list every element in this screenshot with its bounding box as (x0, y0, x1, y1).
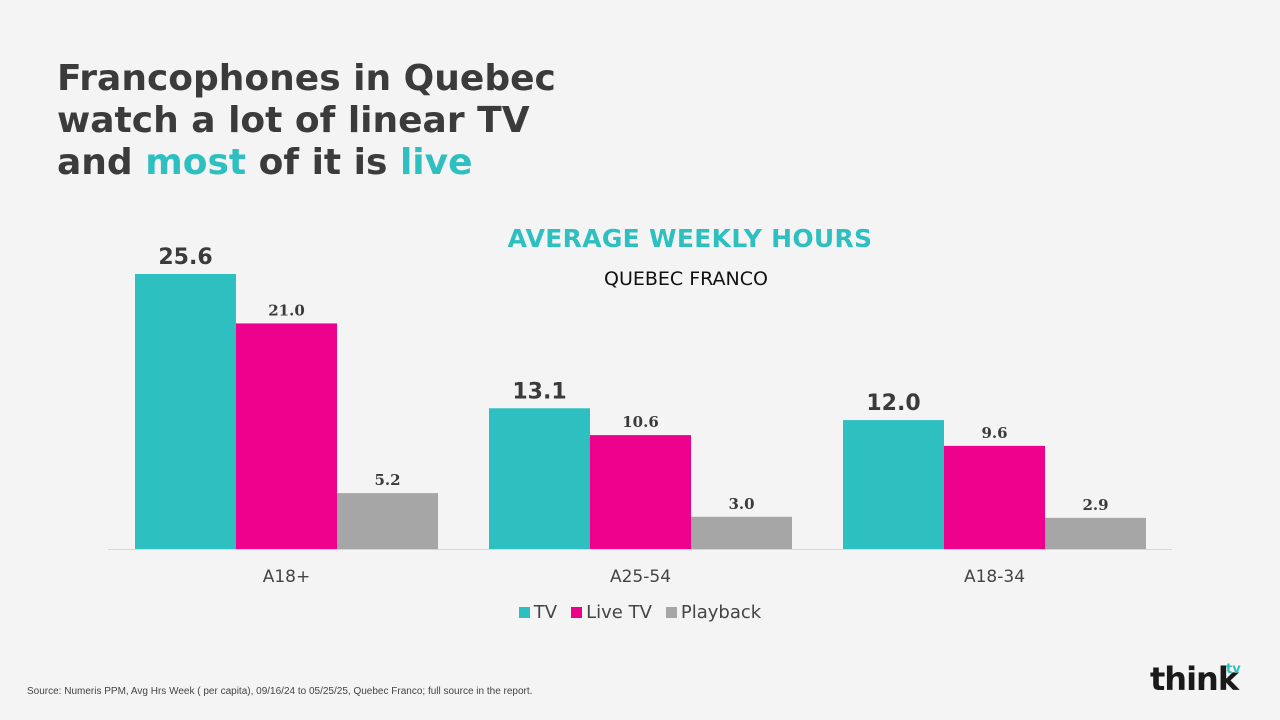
bar-playback-a18-34 (1045, 517, 1146, 549)
bar-live-tv-a18-34 (944, 445, 1045, 549)
data-label-tv-a18-34: 12.0 (866, 391, 920, 416)
bar-live-tv-a25-54 (590, 435, 691, 549)
data-label-playback-a25-54: 3.0 (728, 495, 754, 513)
headline-line-3: and most of it is live (57, 142, 556, 184)
data-label-playback-a18plus: 5.2 (374, 471, 400, 489)
legend-swatch-playback (665, 607, 677, 618)
category-label-a25-54: A25-54 (610, 567, 671, 587)
category-label-a18plus: A18+ (263, 567, 311, 587)
headline-most: most (145, 142, 247, 183)
headline-and: and (57, 142, 146, 183)
headline-line-2: watch a lot of linear TV (57, 100, 530, 141)
data-label-live-tv-a18-34: 9.6 (981, 424, 1007, 442)
legend-label-playback: Playback (680, 602, 762, 623)
headline-live: live (399, 142, 473, 183)
data-label-live-tv-a25-54: 10.6 (622, 413, 659, 431)
legend-swatch-live-tv (571, 607, 583, 618)
data-label-tv-a25-54: 13.1 (512, 379, 566, 404)
headline-of-it-is: of it is (246, 142, 400, 183)
legend-swatch-tv (518, 607, 530, 618)
legend-item-live-tv: Live TV (571, 602, 652, 623)
bar-tv-a18-34 (843, 420, 944, 549)
bar-tv-a25-54 (489, 408, 590, 549)
legend-item-playback: Playback (665, 602, 762, 623)
headline: Francophones in Quebec watch a lot of li… (57, 58, 556, 184)
data-label-playback-a18-34: 2.9 (1082, 496, 1108, 514)
thinktv-logo: think (1150, 660, 1239, 698)
category-label-a18-34: A18-34 (964, 567, 1025, 587)
data-label-tv-a18plus: 25.6 (158, 245, 212, 270)
chart-subtitle: QUEBEC FRANCO (603, 268, 768, 290)
legend-label-tv: TV (533, 602, 558, 623)
thinktv-logo-sup: tv (1226, 662, 1241, 677)
headline-line-1: Francophones in Quebec (57, 58, 556, 99)
legend-label-live-tv: Live TV (586, 602, 652, 623)
bar-live-tv-a18plus (236, 323, 337, 549)
chart-legend: TV Live TV Playback (0, 602, 1280, 623)
bar-playback-a18plus (337, 493, 438, 549)
chart-title: AVERAGE WEEKLY HOURS (507, 224, 873, 253)
source-note: Source: Numeris PPM, Avg Hrs Week ( per … (27, 686, 533, 697)
legend-item-tv: TV (518, 602, 558, 623)
data-label-live-tv-a18plus: 21.0 (268, 301, 305, 319)
bar-tv-a18plus (135, 274, 236, 549)
bar-playback-a25-54 (691, 516, 792, 549)
